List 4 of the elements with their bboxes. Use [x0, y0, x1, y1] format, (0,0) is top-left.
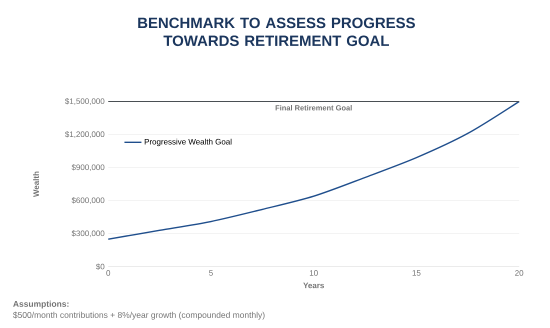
text: $500/month contributions + 8%/year growth (compounded monthly)	[13, 311, 265, 320]
text: Assumptions:	[13, 300, 68, 308]
chart-title: BENCHMARK TO ASSESS PROGRESS TOWARDS RETIREMENT GOAL	[138, 17, 415, 46]
line-series	[108, 100, 520, 240]
